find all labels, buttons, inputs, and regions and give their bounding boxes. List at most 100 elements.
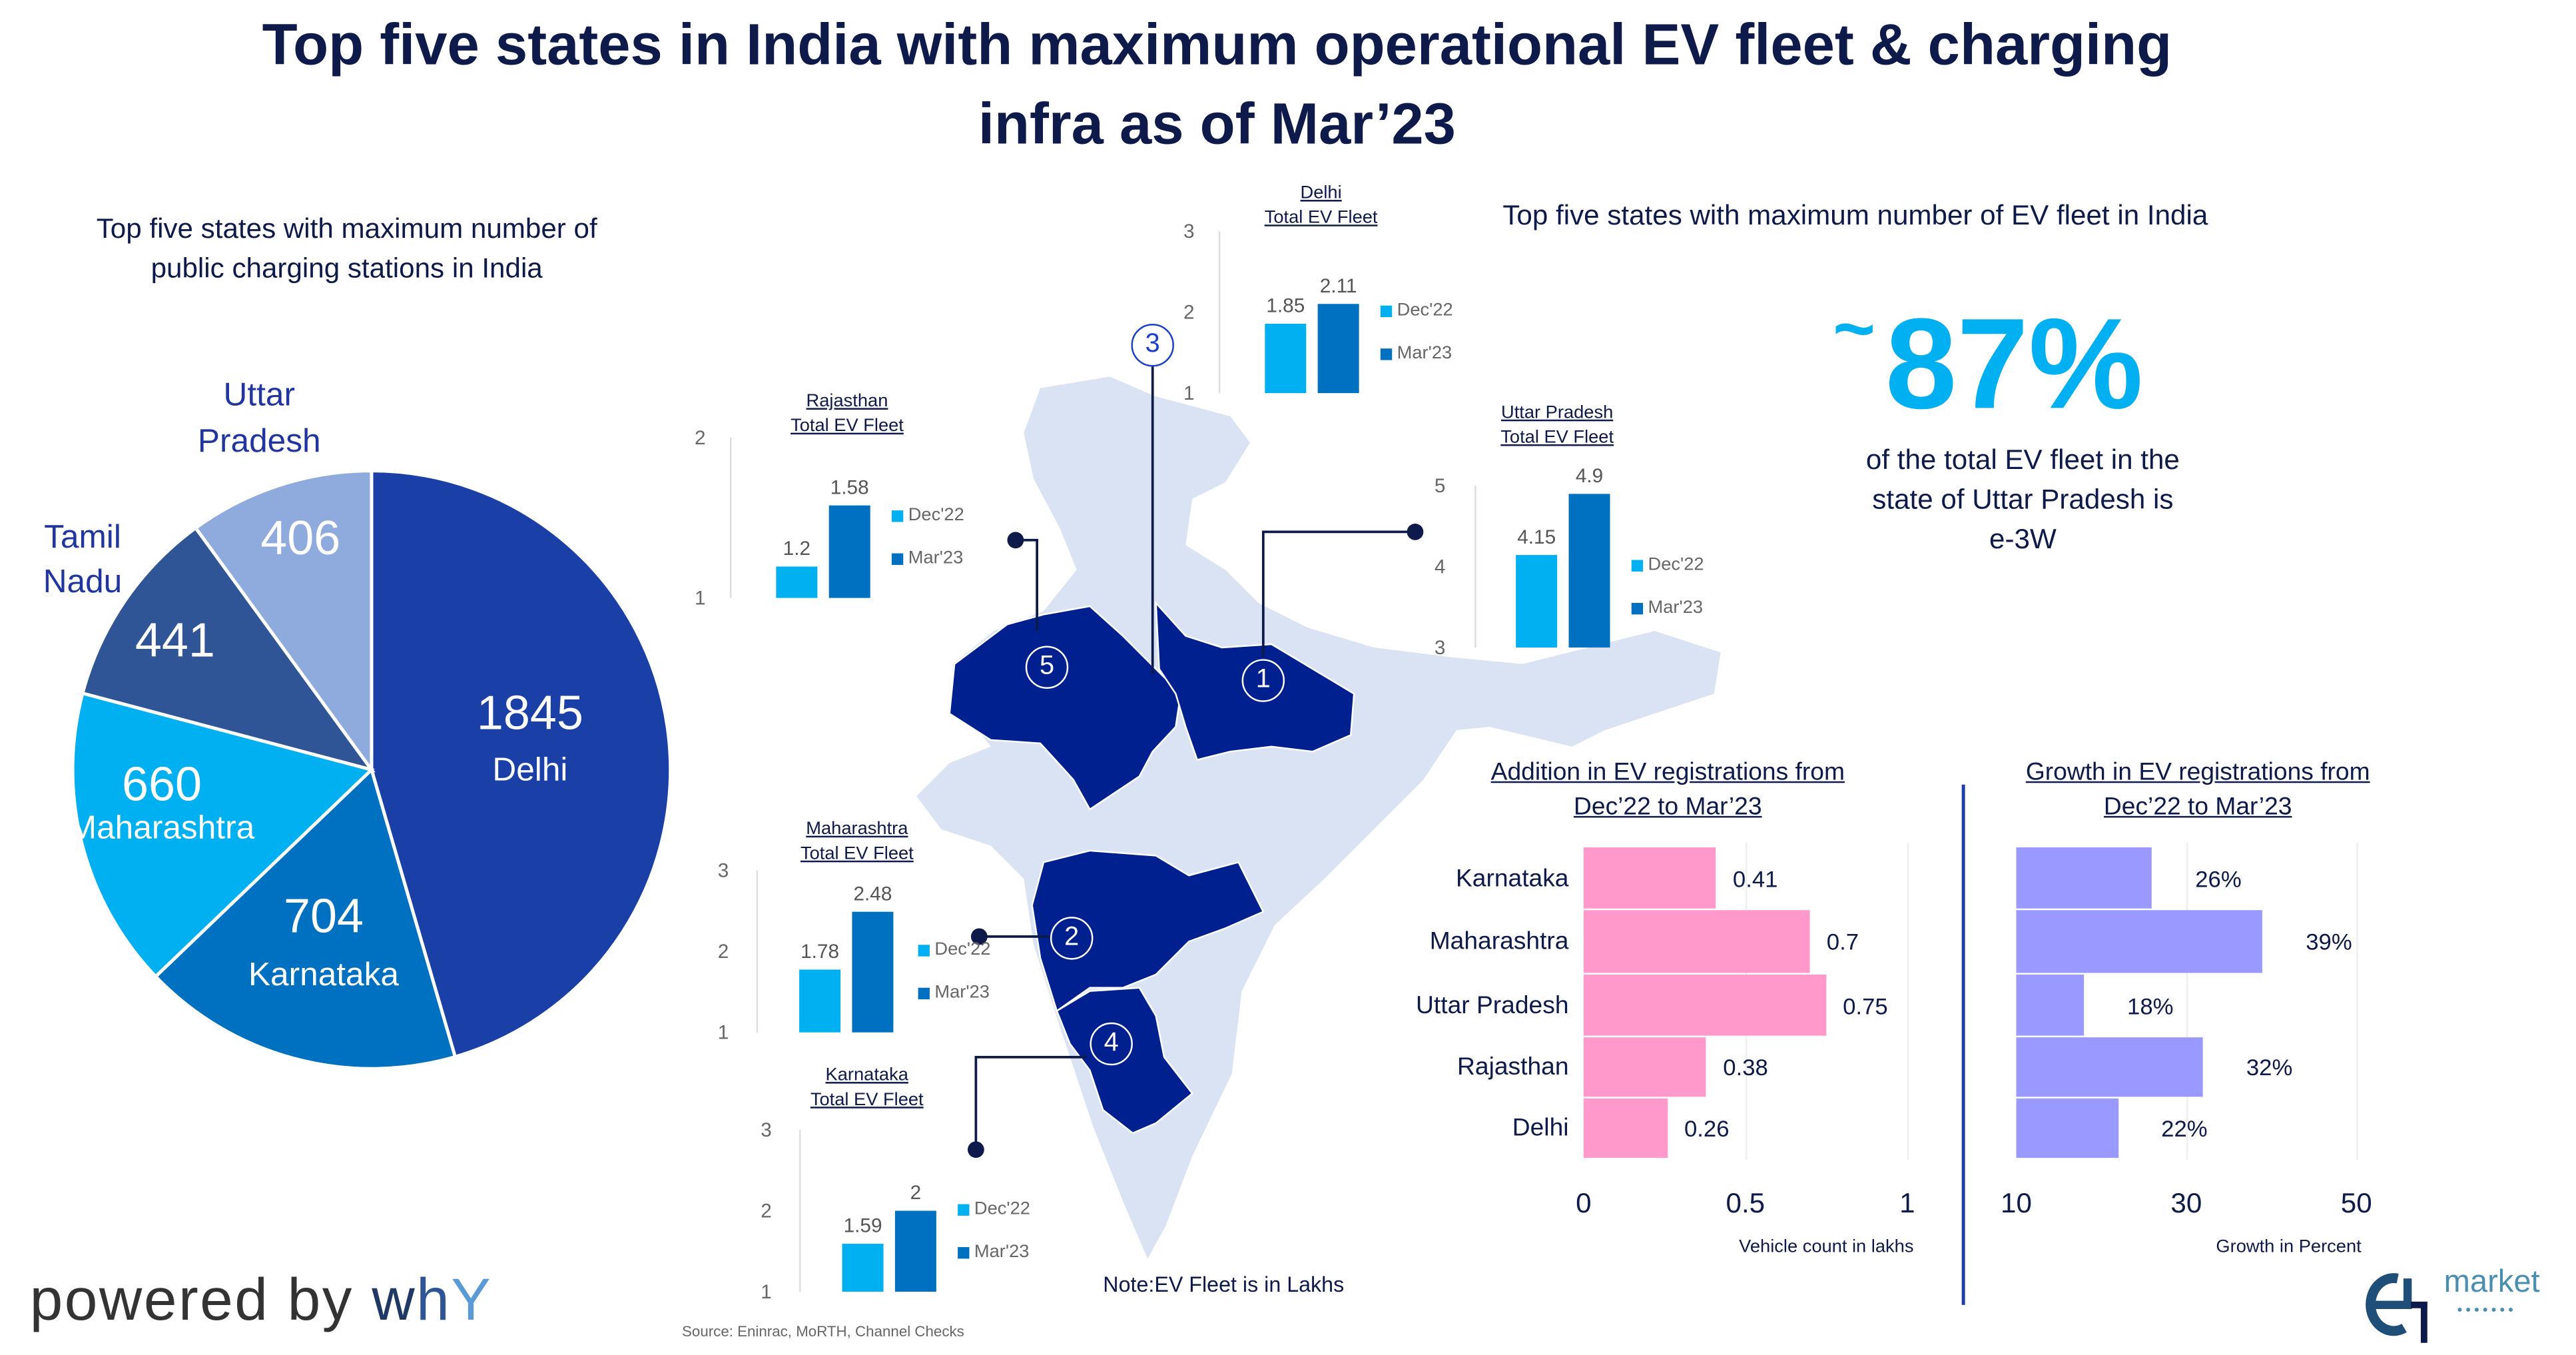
- legend-swatch: [958, 1203, 970, 1215]
- bar-Dec22: [776, 566, 818, 598]
- pie-value: 704: [283, 891, 364, 945]
- mini-chart-title: Delhi Total EV Fleet: [1265, 182, 1378, 231]
- mini-chart-title: Rajasthan Total EV Fleet: [791, 390, 904, 439]
- bar-Dec22: [799, 969, 841, 1033]
- fleet-subtitle: Top five states with maximum number of E…: [1502, 200, 2208, 232]
- legend-swatch: [891, 510, 904, 522]
- legend-swatch: [1380, 348, 1393, 360]
- legend-label: Dec'22: [908, 505, 964, 526]
- y-tick-label: 3: [1434, 636, 1446, 660]
- category-label: Uttar Pradesh: [1416, 991, 1569, 1019]
- bar-value: 18%: [2127, 991, 2174, 1019]
- brand-h: h: [416, 1265, 452, 1333]
- legend-label: Mar'23: [934, 983, 990, 1003]
- y-tick-label: 1: [717, 1021, 729, 1045]
- legend-item: Mar'23: [958, 1242, 1029, 1262]
- bar-delhi: [2016, 1098, 2118, 1158]
- pie-slice-karnataka: [153, 766, 458, 1071]
- x-tick-label: 0: [1576, 1187, 1592, 1219]
- bar-value: 1.85: [1266, 294, 1305, 318]
- title-line: Delhi: [1300, 183, 1342, 203]
- y-tick-label: 1: [1183, 381, 1195, 405]
- bar-value: 1.78: [801, 939, 840, 963]
- brand-y: Y: [451, 1265, 493, 1333]
- maharashtra-state: [1031, 849, 1265, 1013]
- note: Note:EV Fleet is in Lakhs: [1103, 1272, 1345, 1297]
- title-line: Dec’22 to Mar’23: [2103, 793, 2292, 821]
- legend-swatch: [1631, 602, 1644, 614]
- x-tick-label: 0.5: [1726, 1187, 1766, 1219]
- powered-by: powered by whY: [30, 1265, 493, 1334]
- y-tick-label: 4: [1434, 555, 1446, 578]
- legend-swatch: [918, 987, 930, 999]
- bar-delhi: [1583, 1098, 1668, 1158]
- legend-item: Mar'23: [891, 548, 963, 568]
- bar-value: 0.7: [1826, 928, 1859, 955]
- title-line: Addition in EV registrations from: [1490, 758, 1845, 787]
- bar-value: 1.2: [783, 536, 811, 560]
- subtitle-line: Top five states with maximum number of: [96, 213, 597, 244]
- title-line: Maharashtra: [806, 819, 908, 839]
- legend-label: Dec'22: [934, 939, 991, 960]
- legend-swatch: [958, 1246, 970, 1258]
- category-label: Delhi: [1512, 1114, 1569, 1142]
- legend-item: Mar'23: [1380, 344, 1452, 363]
- y-axis-line: [756, 870, 759, 1033]
- marker-2: 2: [1050, 917, 1094, 960]
- text-line: state of Uttar Pradesh is: [1872, 484, 2174, 516]
- legend-swatch: [918, 944, 930, 956]
- pie-label-line1: Uttar: [223, 377, 296, 414]
- legend-label: Dec'22: [1397, 300, 1453, 321]
- y-tick-label: 2: [761, 1199, 772, 1222]
- bar-value: 26%: [2195, 865, 2242, 891]
- x-tick-label: 10: [2001, 1187, 2032, 1219]
- bar-value: 0.26: [1684, 1115, 1730, 1142]
- category-label: Karnataka: [1455, 863, 1569, 892]
- title-line: Total EV Fleet: [1500, 428, 1614, 448]
- bar-value: 1.59: [843, 1214, 882, 1238]
- legend-label: Mar'23: [1648, 598, 1704, 618]
- bar-rajasthan: [1583, 1037, 1707, 1097]
- title-line: Total EV Fleet: [1264, 208, 1378, 228]
- pie-value: 660: [121, 759, 202, 812]
- legend-swatch: [1380, 304, 1393, 317]
- legend-swatch: [891, 552, 904, 564]
- category-label: Maharashtra: [1429, 927, 1569, 956]
- bar-rajasthan: [2016, 1037, 2204, 1097]
- bar-value: 22%: [2161, 1115, 2208, 1142]
- x-tick-label: 50: [2340, 1187, 2372, 1219]
- legend-item: Dec'22: [891, 505, 964, 526]
- pie-slice-tamil-nadu: [81, 526, 376, 773]
- marker-4: 4: [1090, 1022, 1133, 1066]
- title-line: Growth in EV registrations from: [2025, 758, 2370, 787]
- bar-Mar23: [894, 1210, 936, 1292]
- bar-uttar-pradesh: [1583, 974, 1827, 1036]
- bar-value: 0.41: [1732, 865, 1778, 891]
- legend-item: Dec'22: [958, 1199, 1030, 1219]
- marker-3: 3: [1131, 323, 1174, 367]
- y-tick-label: 5: [1434, 474, 1446, 498]
- title-line: Total EV Fleet: [810, 1090, 924, 1111]
- bar-karnataka: [2016, 847, 2152, 909]
- callout-dot: [1407, 524, 1424, 540]
- bar-value: 2.11: [1319, 273, 1357, 297]
- legend-label: Dec'22: [1648, 555, 1704, 575]
- pie-value: 1845: [476, 687, 583, 741]
- chart-title: Growth in EV registrations from Dec’22 to…: [2026, 755, 2370, 824]
- callout-dot: [967, 1141, 984, 1158]
- tilde: ~: [1833, 288, 1875, 370]
- y-tick-label: 3: [717, 859, 729, 883]
- x-axis-label: Growth in Percent: [2216, 1237, 2362, 1257]
- bar-Mar23: [1317, 303, 1359, 394]
- title-line: Total EV Fleet: [800, 844, 914, 864]
- highlight-text: of the total EV fleet in the state of Utt…: [1800, 441, 2246, 560]
- bar-uttar-pradesh: [2016, 974, 2085, 1036]
- bar-value: 2.48: [853, 883, 892, 906]
- bar-Mar23: [828, 505, 870, 598]
- y-tick-label: 3: [1183, 219, 1195, 243]
- page-title: Top five states in India with maximum op…: [0, 7, 2434, 165]
- pie-label-line1: Tamil: [44, 519, 121, 556]
- highlight-stat: ~87%: [1833, 281, 2143, 446]
- pie-label-line2: Pradesh: [197, 423, 321, 460]
- mini-chart-title: Maharashtra Total EV Fleet: [801, 817, 914, 867]
